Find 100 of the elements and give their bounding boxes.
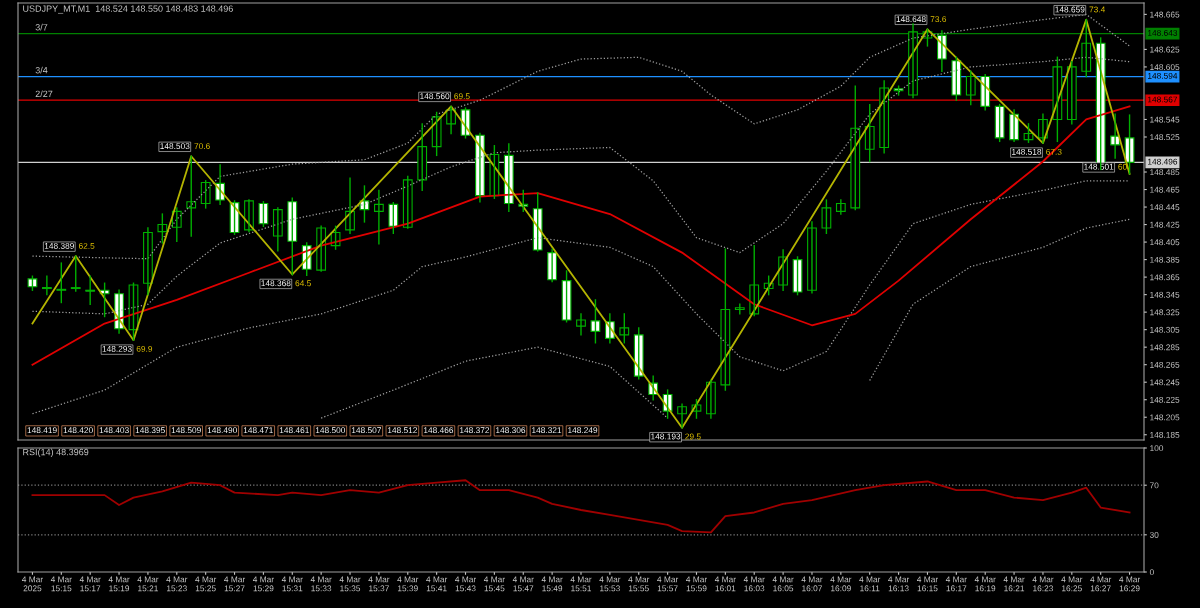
x-tick-label: 4 Mar 15:31	[281, 576, 303, 592]
y-tick-label: 148.205	[1150, 414, 1180, 421]
annotation: 148.507	[351, 427, 381, 434]
ref-line-label: 148.496	[1148, 158, 1178, 165]
chart-title: USDJPY_MT,M1 148.524 148.550 148.483 148.496	[23, 5, 233, 14]
y-tick-label: 148.225	[1150, 396, 1180, 403]
annotation: 29.5	[685, 433, 701, 440]
y-tick-label: 148.305	[1150, 326, 1180, 333]
candlestick	[619, 313, 630, 344]
x-tick-label: 4 Mar 16:27	[1090, 576, 1112, 592]
line-series	[31, 479, 1131, 534]
x-tick-label: 4 Mar 16:13	[888, 576, 910, 592]
y-tick-label: 148.485	[1150, 169, 1180, 176]
x-tick-label: 4 Mar 16:11	[859, 576, 881, 592]
annotation: 2/27	[35, 90, 53, 98]
y-tick-label: 148.365	[1150, 274, 1180, 281]
x-tick-label: 4 Mar 16:23	[1032, 576, 1054, 592]
y-tick-label: 148.545	[1150, 116, 1180, 123]
x-tick-label: 4 Mar 15:55	[628, 576, 650, 592]
annotation: 148.518	[1012, 148, 1042, 155]
candlestick	[287, 197, 298, 276]
candlestick	[56, 262, 67, 304]
candlestick	[561, 270, 572, 323]
annotation: 148.509	[171, 427, 201, 434]
annotation: 148.389	[44, 242, 74, 249]
annotation: 148.293	[102, 345, 132, 352]
annotation: 3/7	[35, 23, 48, 31]
ref-line-label: 148.643	[1148, 29, 1178, 36]
annotation: 148.321	[532, 427, 562, 434]
annotation: 148.420	[63, 427, 93, 434]
x-tick-label: 4 Mar 16:19	[974, 576, 996, 592]
annotation: 148.490	[207, 427, 237, 434]
x-tick-label: 4 Mar 15:33	[310, 576, 332, 592]
x-tick-label: 4 Mar 15:57	[657, 576, 679, 592]
x-tick-label: 4 Mar 15:53	[599, 576, 621, 592]
x-tick-label: 4 Mar 16:05	[772, 576, 794, 592]
candlestick	[590, 299, 601, 344]
y-tick-label: 148.425	[1150, 221, 1180, 228]
x-tick-label: 4 Mar 16:03	[743, 576, 765, 592]
ref-line-label: 148.594	[1148, 72, 1178, 79]
line-series	[31, 18, 1131, 429]
x-tick-label: 4 Mar 15:51	[570, 576, 592, 592]
annotation: 148.560	[420, 93, 450, 100]
annotation: 148.419	[27, 427, 57, 434]
y-tick-label: 148.405	[1150, 239, 1180, 246]
y-tick-label: 100	[1150, 445, 1164, 452]
y-tick-label: 148.445	[1150, 204, 1180, 211]
y-tick-label: 148.605	[1150, 64, 1180, 71]
x-tick-label: 4 Mar 16:21	[1003, 576, 1025, 592]
y-tick-label: 148.385	[1150, 256, 1180, 263]
annotation: 148.466	[424, 427, 454, 434]
line-series	[31, 180, 1131, 415]
annotation: 73.4	[1089, 6, 1106, 13]
annotation: 148.306	[496, 427, 526, 434]
annotation: 148.372	[460, 427, 490, 434]
annotation: 148.503	[160, 143, 190, 150]
x-tick-label: 4 Mar 15:47	[512, 576, 534, 592]
x-tick-label: 4 Mar 16:29	[1119, 576, 1141, 592]
annotation: 70.6	[194, 143, 210, 150]
candlestick	[186, 155, 197, 237]
x-tick-label: 4 Mar 15:45	[483, 576, 505, 592]
x-tick-label: 4 Mar 16:01	[714, 576, 736, 592]
y-tick-label: 148.525	[1150, 134, 1180, 141]
annotation: 69.5	[454, 93, 470, 100]
x-tick-label: 4 Mar 15:25	[195, 576, 217, 592]
chart-title: RSI(14) 48.3969	[23, 448, 89, 458]
candlestick	[951, 56, 962, 101]
y-tick-label: 70	[1149, 482, 1159, 489]
x-tick-label: 4 Mar 15:35	[339, 576, 361, 592]
candlestick	[821, 199, 832, 235]
candlestick	[417, 123, 428, 192]
annotation: 3/4	[35, 66, 48, 74]
x-tick-label: 4 Mar 15:19	[108, 576, 130, 592]
x-tick-label: 4 Mar 16:07	[801, 576, 823, 592]
x-tick-label: 4 Mar 15:15	[50, 576, 72, 592]
annotation: 60	[1118, 163, 1127, 170]
x-tick-label: 4 Mar 15:49	[541, 576, 563, 592]
annotation: 148.368	[261, 280, 291, 287]
y-tick-label: 148.665	[1150, 11, 1180, 18]
candlestick	[388, 201, 399, 235]
x-tick-label: 4 Mar 15:43	[455, 576, 477, 592]
y-tick-label: 148.285	[1150, 344, 1180, 351]
y-tick-label: 148.245	[1150, 379, 1180, 386]
y-tick-label: 30	[1149, 532, 1159, 538]
x-tick-label: 4 Mar 15:23	[166, 576, 188, 592]
candlestick	[965, 70, 976, 106]
annotation: 62.5	[78, 242, 95, 249]
y-tick-label: 148.185	[1150, 431, 1180, 438]
candlestick	[576, 313, 586, 336]
x-tick-label: 4 Mar 15:29	[252, 576, 274, 592]
annotation: 148.500	[315, 427, 346, 434]
candlestick	[258, 201, 269, 228]
y-tick-label: 148.345	[1150, 291, 1180, 298]
annotation: 64.5	[295, 280, 311, 287]
x-tick-label: 4 Mar 15:21	[137, 576, 159, 592]
annotation: 148.659	[1055, 6, 1085, 13]
annotation: 148.461	[279, 427, 309, 434]
candlestick	[1081, 18, 1092, 78]
candlestick	[157, 213, 168, 244]
y-tick-label: 148.625	[1150, 46, 1180, 53]
